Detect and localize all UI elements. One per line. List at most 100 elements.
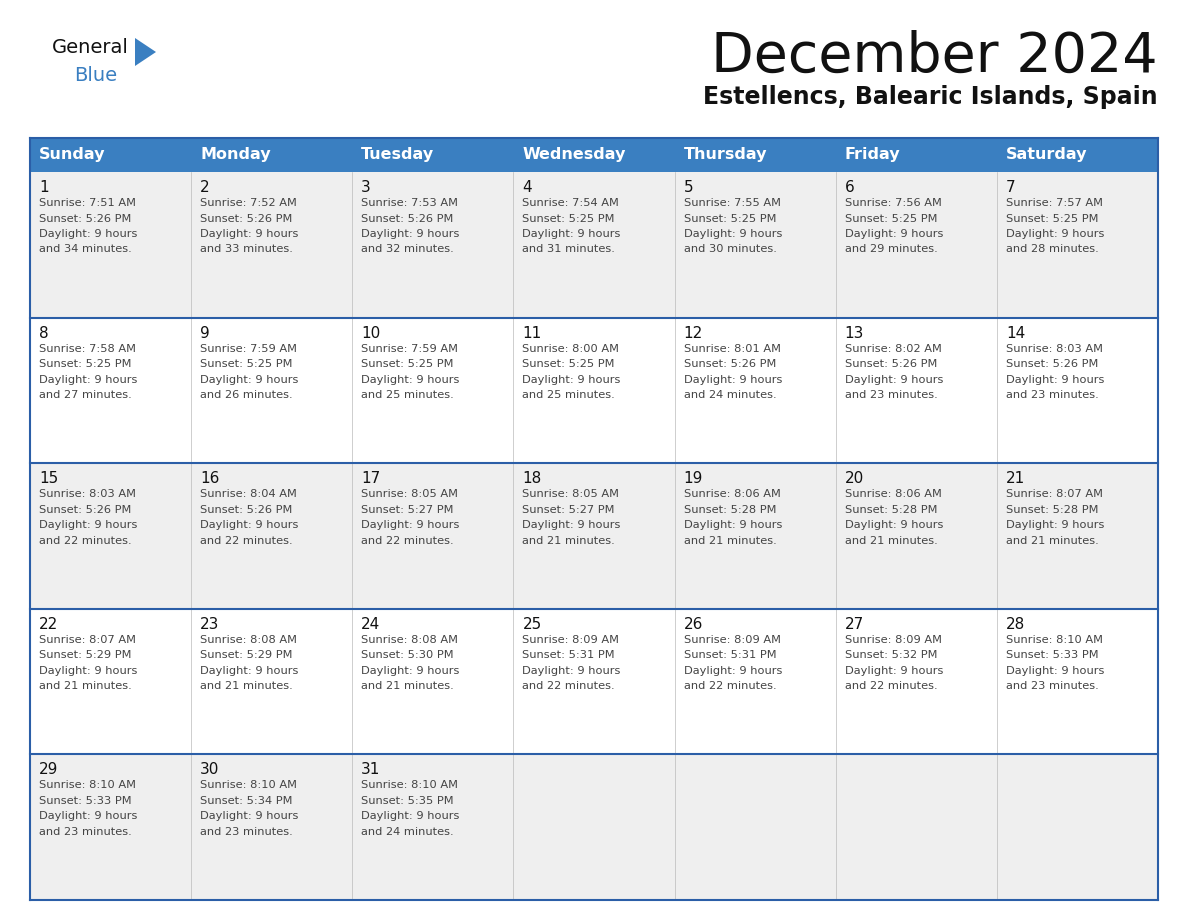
Text: and 26 minutes.: and 26 minutes. bbox=[200, 390, 292, 400]
Text: 16: 16 bbox=[200, 471, 220, 487]
Text: Sunset: 5:25 PM: Sunset: 5:25 PM bbox=[523, 359, 615, 369]
Text: Saturday: Saturday bbox=[1006, 148, 1087, 162]
Text: 20: 20 bbox=[845, 471, 864, 487]
Text: Sunrise: 7:59 AM: Sunrise: 7:59 AM bbox=[200, 343, 297, 353]
Text: and 21 minutes.: and 21 minutes. bbox=[523, 536, 615, 545]
Text: 9: 9 bbox=[200, 326, 210, 341]
Text: Thursday: Thursday bbox=[683, 148, 767, 162]
Text: 18: 18 bbox=[523, 471, 542, 487]
Text: Sunrise: 7:54 AM: Sunrise: 7:54 AM bbox=[523, 198, 619, 208]
Bar bbox=[30, 138, 191, 172]
Text: and 23 minutes.: and 23 minutes. bbox=[1006, 681, 1099, 691]
Text: and 22 minutes.: and 22 minutes. bbox=[845, 681, 937, 691]
Text: Sunrise: 8:05 AM: Sunrise: 8:05 AM bbox=[361, 489, 459, 499]
Text: Sunrise: 7:51 AM: Sunrise: 7:51 AM bbox=[39, 198, 135, 208]
Text: Sunset: 5:28 PM: Sunset: 5:28 PM bbox=[683, 505, 776, 515]
Text: 25: 25 bbox=[523, 617, 542, 632]
Text: Sunset: 5:29 PM: Sunset: 5:29 PM bbox=[39, 650, 132, 660]
Text: 30: 30 bbox=[200, 763, 220, 778]
Text: Daylight: 9 hours: Daylight: 9 hours bbox=[39, 812, 138, 822]
Text: Friday: Friday bbox=[845, 148, 901, 162]
Text: 21: 21 bbox=[1006, 471, 1025, 487]
Text: Daylight: 9 hours: Daylight: 9 hours bbox=[361, 229, 460, 239]
Text: Sunset: 5:26 PM: Sunset: 5:26 PM bbox=[361, 214, 454, 223]
Text: Sunset: 5:31 PM: Sunset: 5:31 PM bbox=[683, 650, 776, 660]
Text: Daylight: 9 hours: Daylight: 9 hours bbox=[845, 375, 943, 385]
Text: Blue: Blue bbox=[74, 66, 118, 85]
Text: 14: 14 bbox=[1006, 326, 1025, 341]
Text: and 22 minutes.: and 22 minutes. bbox=[39, 536, 132, 545]
Bar bbox=[353, 138, 513, 172]
Text: Daylight: 9 hours: Daylight: 9 hours bbox=[361, 666, 460, 676]
Text: 22: 22 bbox=[39, 617, 58, 632]
Text: Daylight: 9 hours: Daylight: 9 hours bbox=[200, 812, 298, 822]
Text: Sunrise: 8:01 AM: Sunrise: 8:01 AM bbox=[683, 343, 781, 353]
Text: Sunset: 5:25 PM: Sunset: 5:25 PM bbox=[683, 214, 776, 223]
Text: Daylight: 9 hours: Daylight: 9 hours bbox=[39, 521, 138, 531]
Text: Daylight: 9 hours: Daylight: 9 hours bbox=[523, 666, 621, 676]
Text: 29: 29 bbox=[39, 763, 58, 778]
Text: Sunrise: 8:10 AM: Sunrise: 8:10 AM bbox=[361, 780, 459, 790]
Text: 10: 10 bbox=[361, 326, 380, 341]
Text: 27: 27 bbox=[845, 617, 864, 632]
Polygon shape bbox=[135, 38, 156, 66]
Text: Wednesday: Wednesday bbox=[523, 148, 626, 162]
Text: Sunset: 5:31 PM: Sunset: 5:31 PM bbox=[523, 650, 615, 660]
Text: Daylight: 9 hours: Daylight: 9 hours bbox=[683, 521, 782, 531]
Text: Sunset: 5:35 PM: Sunset: 5:35 PM bbox=[361, 796, 454, 806]
Text: Sunrise: 7:53 AM: Sunrise: 7:53 AM bbox=[361, 198, 459, 208]
Text: Daylight: 9 hours: Daylight: 9 hours bbox=[39, 666, 138, 676]
Text: Sunset: 5:25 PM: Sunset: 5:25 PM bbox=[845, 214, 937, 223]
Bar bbox=[675, 138, 835, 172]
Text: Sunrise: 8:09 AM: Sunrise: 8:09 AM bbox=[845, 635, 942, 644]
Text: and 29 minutes.: and 29 minutes. bbox=[845, 244, 937, 254]
Text: General: General bbox=[52, 38, 128, 57]
Text: 4: 4 bbox=[523, 180, 532, 195]
Text: and 22 minutes.: and 22 minutes. bbox=[523, 681, 615, 691]
Text: Daylight: 9 hours: Daylight: 9 hours bbox=[200, 666, 298, 676]
Text: Daylight: 9 hours: Daylight: 9 hours bbox=[361, 812, 460, 822]
Text: and 23 minutes.: and 23 minutes. bbox=[845, 390, 937, 400]
Text: Sunrise: 7:56 AM: Sunrise: 7:56 AM bbox=[845, 198, 942, 208]
Text: Daylight: 9 hours: Daylight: 9 hours bbox=[39, 229, 138, 239]
Text: Daylight: 9 hours: Daylight: 9 hours bbox=[200, 521, 298, 531]
Text: Daylight: 9 hours: Daylight: 9 hours bbox=[523, 375, 621, 385]
Text: Sunrise: 8:10 AM: Sunrise: 8:10 AM bbox=[39, 780, 135, 790]
Text: 15: 15 bbox=[39, 471, 58, 487]
Text: and 21 minutes.: and 21 minutes. bbox=[845, 536, 937, 545]
Text: Sunset: 5:32 PM: Sunset: 5:32 PM bbox=[845, 650, 937, 660]
Text: Sunset: 5:26 PM: Sunset: 5:26 PM bbox=[1006, 359, 1098, 369]
Text: Sunrise: 7:59 AM: Sunrise: 7:59 AM bbox=[361, 343, 459, 353]
Text: Sunset: 5:26 PM: Sunset: 5:26 PM bbox=[39, 505, 132, 515]
Text: 13: 13 bbox=[845, 326, 864, 341]
Text: Sunrise: 8:09 AM: Sunrise: 8:09 AM bbox=[523, 635, 619, 644]
Text: Sunset: 5:26 PM: Sunset: 5:26 PM bbox=[845, 359, 937, 369]
Text: Sunset: 5:26 PM: Sunset: 5:26 PM bbox=[200, 505, 292, 515]
Text: Sunrise: 8:07 AM: Sunrise: 8:07 AM bbox=[1006, 489, 1102, 499]
Bar bbox=[30, 318, 1158, 464]
Text: 3: 3 bbox=[361, 180, 371, 195]
Text: 7: 7 bbox=[1006, 180, 1016, 195]
Text: Sunset: 5:33 PM: Sunset: 5:33 PM bbox=[39, 796, 132, 806]
Text: Sunrise: 8:07 AM: Sunrise: 8:07 AM bbox=[39, 635, 135, 644]
Text: Daylight: 9 hours: Daylight: 9 hours bbox=[845, 666, 943, 676]
Text: and 25 minutes.: and 25 minutes. bbox=[361, 390, 454, 400]
Bar bbox=[513, 138, 675, 172]
Bar bbox=[191, 138, 353, 172]
Text: Daylight: 9 hours: Daylight: 9 hours bbox=[523, 521, 621, 531]
Text: Sunrise: 7:57 AM: Sunrise: 7:57 AM bbox=[1006, 198, 1102, 208]
Text: Sunset: 5:34 PM: Sunset: 5:34 PM bbox=[200, 796, 292, 806]
Text: and 23 minutes.: and 23 minutes. bbox=[1006, 390, 1099, 400]
Bar bbox=[30, 464, 1158, 609]
Text: Daylight: 9 hours: Daylight: 9 hours bbox=[39, 375, 138, 385]
Text: 24: 24 bbox=[361, 617, 380, 632]
Text: and 21 minutes.: and 21 minutes. bbox=[683, 536, 776, 545]
Text: 26: 26 bbox=[683, 617, 703, 632]
Text: Tuesday: Tuesday bbox=[361, 148, 435, 162]
Text: Daylight: 9 hours: Daylight: 9 hours bbox=[1006, 521, 1104, 531]
Text: Sunset: 5:28 PM: Sunset: 5:28 PM bbox=[1006, 505, 1099, 515]
Text: and 30 minutes.: and 30 minutes. bbox=[683, 244, 777, 254]
Text: 5: 5 bbox=[683, 180, 693, 195]
Text: Sunset: 5:26 PM: Sunset: 5:26 PM bbox=[39, 214, 132, 223]
Text: December 2024: December 2024 bbox=[712, 30, 1158, 84]
